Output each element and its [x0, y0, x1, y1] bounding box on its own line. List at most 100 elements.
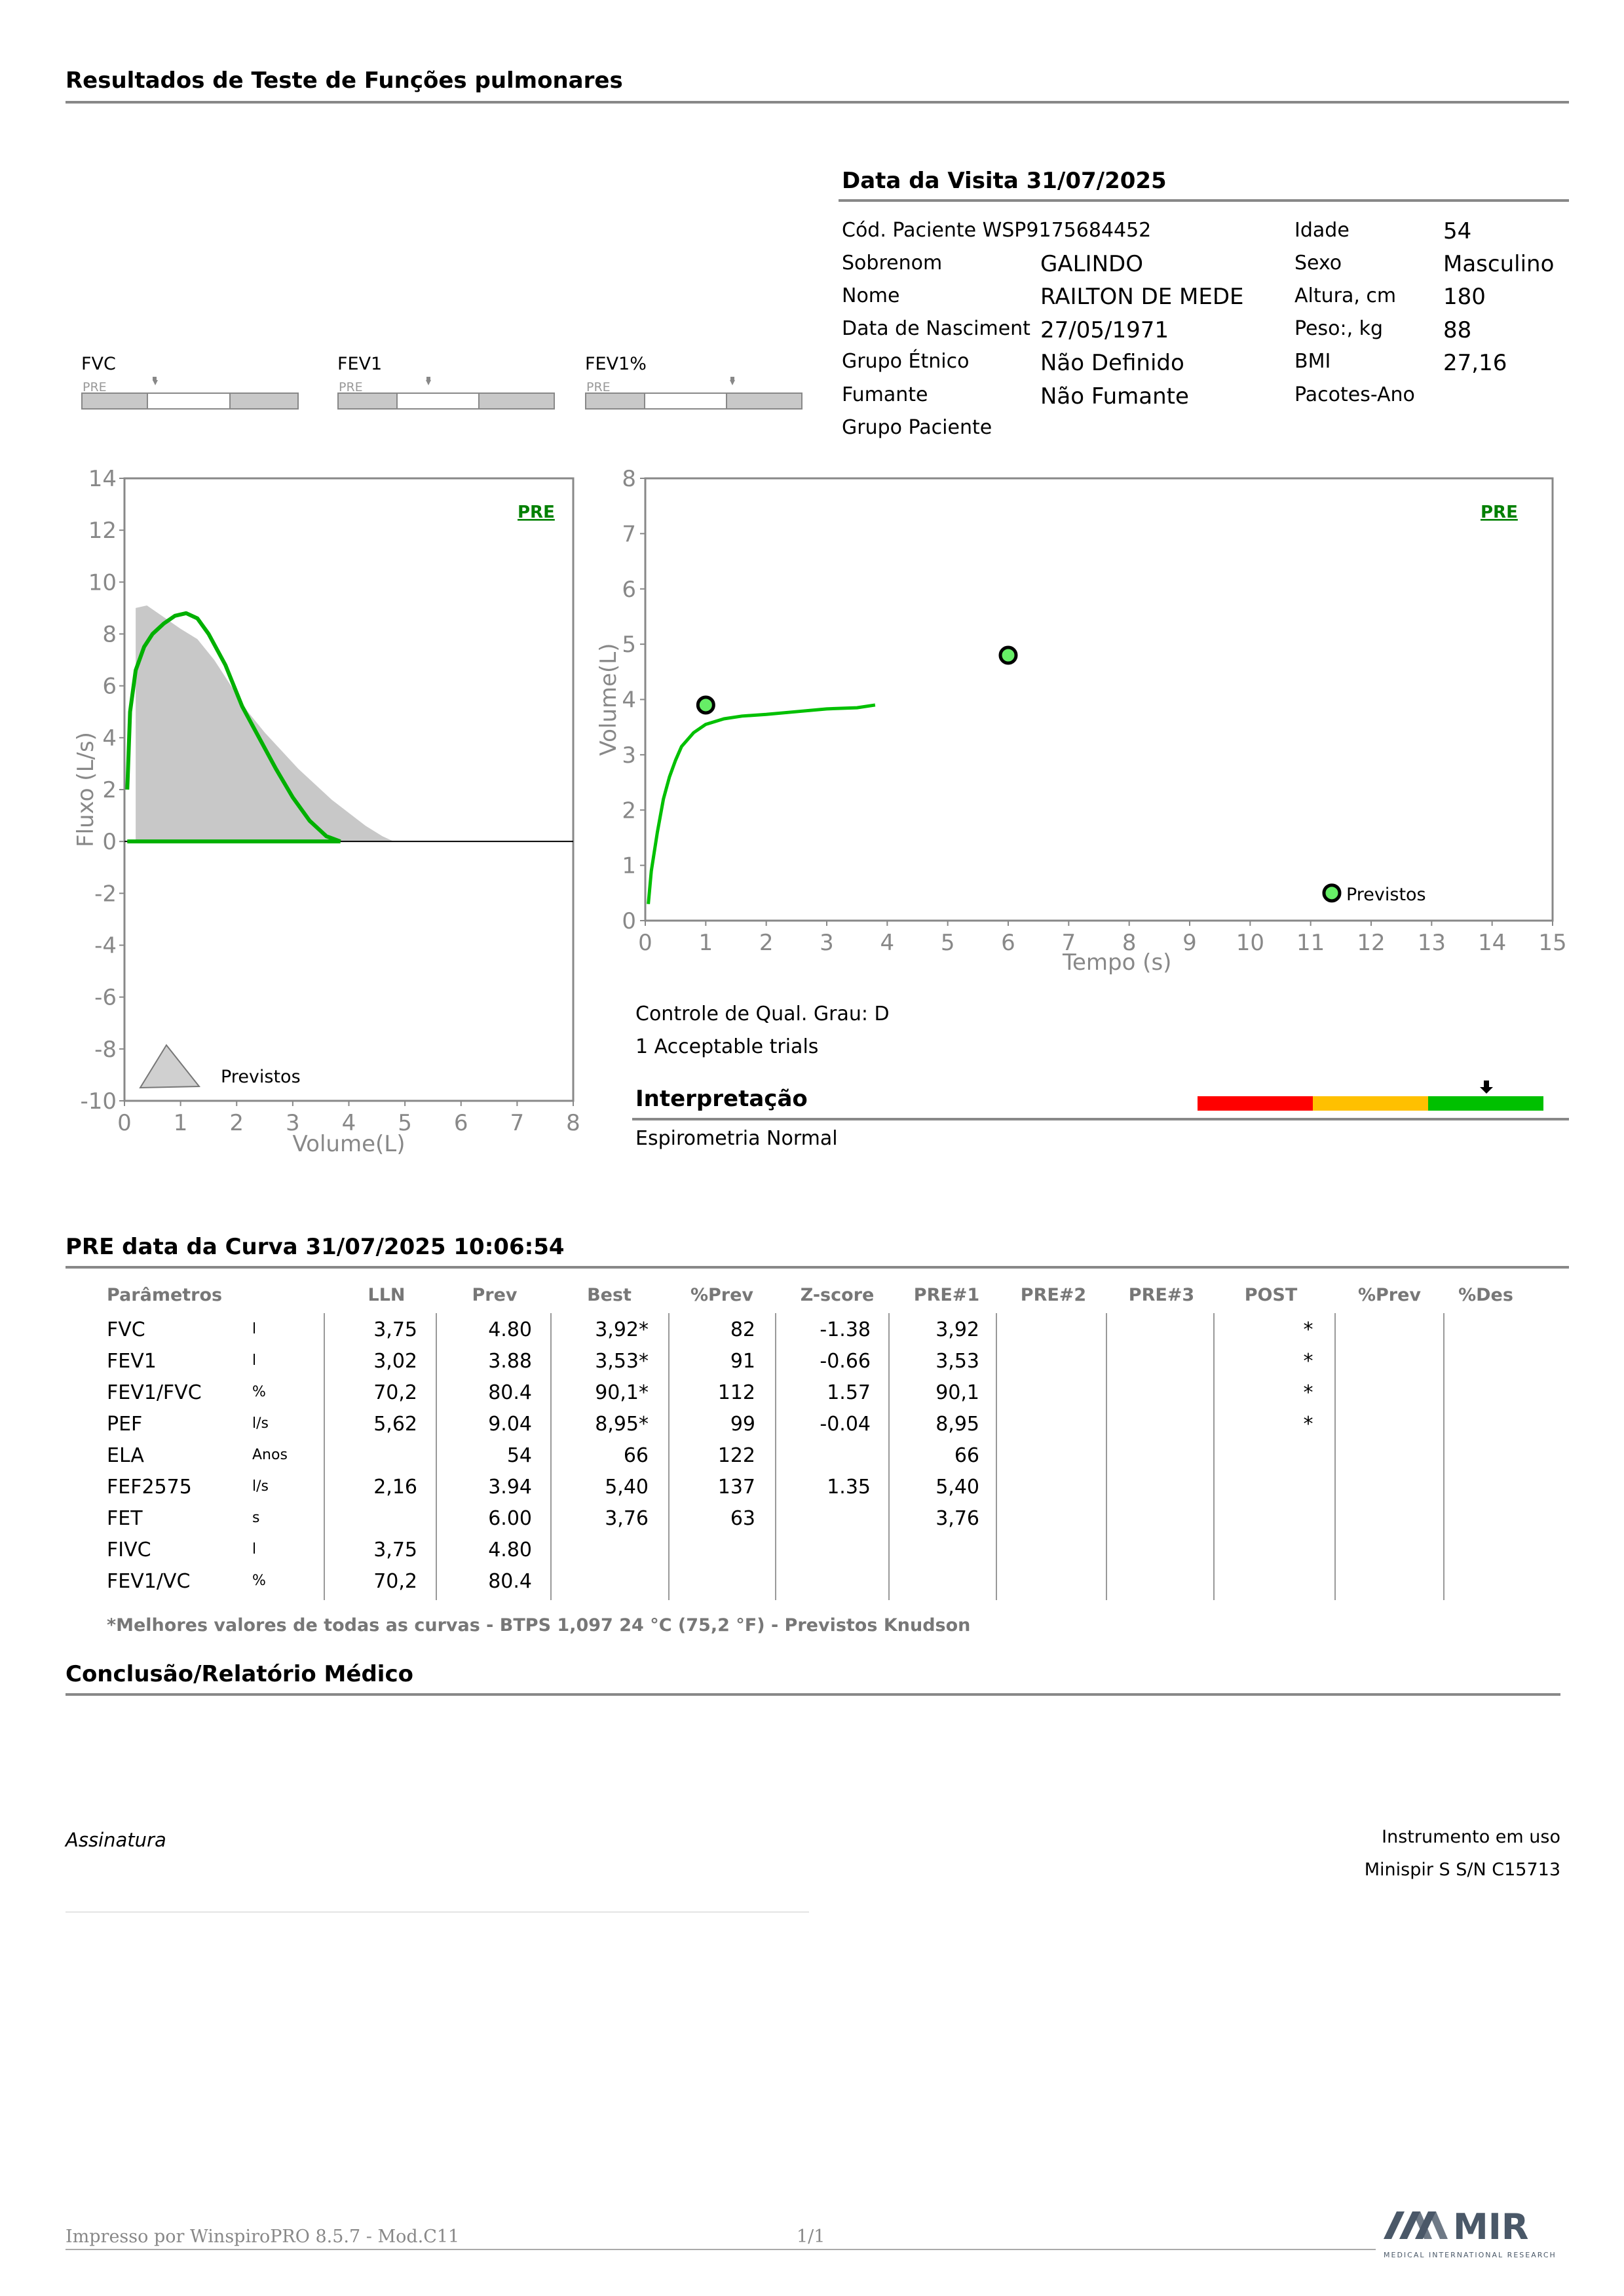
cell-lln: 3,02	[373, 1350, 417, 1373]
gauge-fev1-pre: PRE	[339, 380, 363, 394]
gauge-fev1pct-pre: PRE	[586, 380, 611, 394]
logo-subtitle: MEDICAL INTERNATIONAL RESEARCH	[1384, 2251, 1557, 2259]
report-title: Resultados de Teste de Funções pulmonare…	[66, 67, 623, 94]
cell-u: l/s	[252, 1415, 269, 1432]
cell-u: l/s	[252, 1478, 269, 1495]
cell-pprev: 137	[717, 1476, 755, 1499]
scale-segment-0	[1198, 1096, 1313, 1111]
y-tick-label: 6	[622, 577, 636, 603]
cell-pprev: 112	[717, 1381, 755, 1404]
weight-value: 88	[1443, 317, 1472, 343]
name-value: RAILTON DE MEDE	[1040, 284, 1244, 310]
cell-pre1: 66	[954, 1444, 979, 1467]
x-tick-label: 15	[1538, 930, 1566, 956]
x-tick-label: 14	[1478, 930, 1506, 956]
cell-p: PEF	[107, 1413, 143, 1436]
cell-post: *	[1303, 1318, 1313, 1341]
interpretation-divider	[632, 1118, 1569, 1120]
cell-u: %	[252, 1573, 266, 1589]
cell-prev: 54	[506, 1444, 532, 1467]
gauge-fvc-label: FVC	[81, 354, 116, 374]
y-tick-label: 8	[102, 622, 117, 648]
x-tick-label: 7	[510, 1110, 525, 1136]
arrow-down-icon	[153, 380, 158, 385]
instrument-label: Instrumento em uso	[1382, 1827, 1560, 1847]
col-header-prev: Prev	[472, 1285, 518, 1305]
col-header-zscore: Z-score	[800, 1285, 875, 1305]
legend-previstos: Previstos	[221, 1067, 301, 1087]
col-header-pprev: %Prev	[690, 1285, 754, 1305]
mir-mark-icon	[1384, 2211, 1448, 2239]
col-header-pdes: %Des	[1458, 1285, 1513, 1305]
cell-lln: 2,16	[373, 1476, 417, 1499]
y-tick-label: 6	[102, 674, 117, 700]
cell-p: FEV1/FVC	[107, 1381, 202, 1404]
x-tick-label: 6	[454, 1110, 468, 1136]
cell-lln: 70,2	[373, 1570, 417, 1593]
curve-title: PRE data da Curva 31/07/2025 10:06:54	[66, 1234, 565, 1260]
predicted-marker-0	[696, 695, 715, 715]
x-tick-label: 8	[1122, 930, 1137, 956]
cell-pprev: 63	[730, 1507, 755, 1530]
cell-post: *	[1303, 1350, 1313, 1373]
age-label: Idade	[1294, 219, 1350, 242]
cell-pprev: 122	[717, 1444, 755, 1467]
patient-code: Cód. Paciente WSP9175684452	[842, 219, 1152, 242]
x-tick-label: 12	[1357, 930, 1385, 956]
y-tick-label: -8	[94, 1037, 117, 1063]
y-tick-label: 4	[622, 687, 636, 714]
bmi-label: BMI	[1294, 350, 1331, 373]
cell-post: *	[1303, 1381, 1313, 1404]
pre-badge: PRE	[1481, 503, 1518, 522]
cell-pre1: 3,92	[935, 1318, 979, 1341]
cell-best: 90,1*	[595, 1381, 649, 1404]
header-divider	[66, 101, 1569, 104]
curve-divider	[66, 1266, 1569, 1269]
x-tick-label: 0	[638, 930, 652, 956]
conclusion-title: Conclusão/Relatório Médico	[66, 1661, 413, 1687]
volume-series-0	[647, 703, 876, 904]
scale-segment-2	[1428, 1096, 1543, 1111]
bmi-value: 27,16	[1443, 350, 1507, 376]
cell-best: 5,40	[605, 1476, 649, 1499]
cell-best: 3,92*	[595, 1318, 649, 1341]
cell-p: FVC	[107, 1318, 145, 1341]
arrow-down-icon	[1480, 1081, 1493, 1094]
col-header-pre1: PRE#1	[913, 1285, 980, 1305]
signature-label: Assinatura	[66, 1829, 166, 1851]
x-tick-label: 2	[759, 930, 774, 956]
interpretation-scale	[1198, 1081, 1543, 1111]
cell-prev: 3.94	[488, 1476, 532, 1499]
conclusion-divider	[66, 1693, 1560, 1696]
cell-p: FET	[107, 1507, 143, 1530]
x-tick-label: 3	[286, 1110, 300, 1136]
arrow-down-icon	[730, 380, 735, 385]
x-axis-label: Volume(L)	[293, 1131, 406, 1157]
cell-best: 66	[623, 1444, 649, 1467]
signature-line	[66, 1911, 809, 1913]
plot-frame	[644, 477, 1554, 922]
cell-p: FIVC	[107, 1539, 151, 1561]
col-header-parametros: Parâmetros	[107, 1285, 223, 1305]
cell-best: 3,76	[605, 1507, 649, 1530]
cell-prev: 3.88	[488, 1350, 532, 1373]
col-header-lln: LLN	[368, 1285, 406, 1305]
cell-pre1: 3,53	[935, 1350, 979, 1373]
ethnic-value: Não Definido	[1040, 350, 1184, 376]
cell-pre1: 3,76	[935, 1507, 979, 1530]
y-tick-label: 1	[622, 853, 636, 879]
cell-pprev: 99	[730, 1413, 755, 1436]
predicted-marker-1	[998, 645, 1018, 665]
sex-value: Masculino	[1443, 251, 1555, 277]
instrument-value: Minispir S S/N C15713	[1364, 1860, 1560, 1880]
y-tick-label: -2	[94, 881, 117, 907]
x-tick-label: 5	[941, 930, 955, 956]
arrow-down-icon	[426, 380, 431, 385]
legend-previstos-icon	[139, 1044, 201, 1089]
legend-previstos: Previstos	[1346, 885, 1426, 905]
y-axis-label: Volume(L)	[595, 643, 622, 756]
x-tick-label: 9	[1182, 930, 1197, 956]
packyears-label: Pacotes-Ano	[1294, 383, 1415, 406]
y-tick-label: 3	[622, 742, 636, 769]
